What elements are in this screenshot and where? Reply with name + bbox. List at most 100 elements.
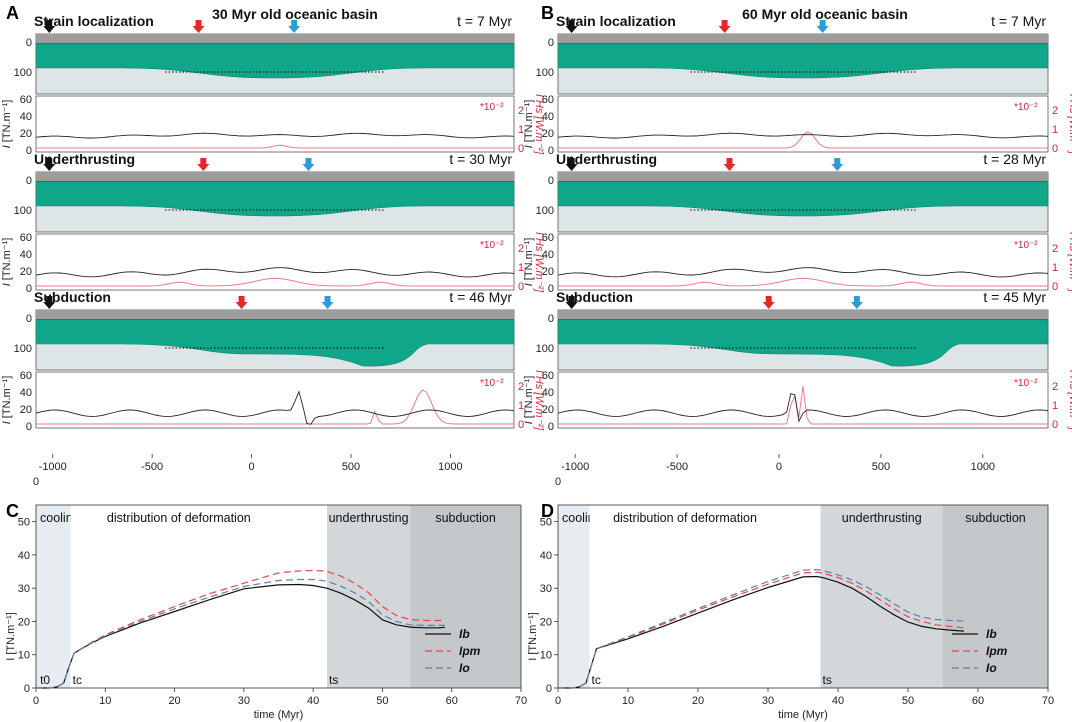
y-tick-label: 40 [18, 550, 30, 562]
x-tick-label: 30 [238, 695, 250, 707]
x-tick-label: 60 [446, 695, 458, 707]
depth-tick: 100 [14, 205, 32, 217]
heat-axis-label: I Hs [W.m⁻²] [533, 370, 545, 431]
legend-label: Ipm [459, 644, 481, 658]
force-tick: 0 [548, 145, 554, 157]
phase-band [36, 505, 71, 688]
heat-multiplier: *10⁻² [480, 378, 504, 389]
heat-curve [558, 277, 1048, 287]
force-tick: 20 [542, 128, 554, 140]
force-axis-label: I[TN.m⁻¹] [523, 238, 535, 287]
x-tick-label: 20 [168, 695, 180, 707]
stage-time: t = 28 Myr [983, 151, 1046, 167]
distance-tick-label: -1000 [39, 461, 67, 473]
phase-label: underthrusting [842, 511, 922, 525]
phase-label: underthrusting [329, 511, 409, 525]
heat-axis-label: I Hs [W.m⁻²] [533, 232, 545, 293]
time-marker-tc: tc [592, 673, 601, 687]
heat-tick: 2 [518, 381, 524, 393]
force-axis-label: I[TN.m⁻¹] [1, 100, 13, 149]
force-curve [557, 132, 1049, 139]
force-tick: 0 [548, 421, 554, 433]
depth-tick: 0 [26, 37, 32, 49]
depth-tick: 100 [14, 343, 32, 355]
heat-axis-label: I Hs [W.m⁻²] [533, 94, 545, 155]
ridge-arrow [831, 158, 844, 171]
force-tick: 60 [20, 370, 32, 382]
chart-c: cooling distribution of deformation undert… [5, 476, 527, 721]
phase-label: distribution of deformation [613, 511, 757, 525]
stage-name: Strain localization [34, 13, 154, 29]
stage-name: Strain localization [556, 13, 676, 29]
panel-a-title: 30 Myr old oceanic basin [212, 6, 378, 22]
model-row-a-1: Strain localization t = 7 Myr 0 100 0 20 40 60 0… [1, 13, 545, 157]
y-tick-label: 40 [540, 550, 552, 562]
distance-tick-label: 500 [342, 461, 360, 473]
left-boundary-arrow [43, 20, 56, 33]
legend-label: Ib [459, 627, 470, 641]
heat-axis-label: I Hs [W.m⁻²] [1067, 370, 1072, 431]
profile-box [35, 233, 515, 291]
x-tick-label: 0 [33, 695, 39, 707]
heat-curve [36, 389, 514, 425]
distance-tick-label: -500 [141, 461, 163, 473]
heat-curve [558, 385, 1048, 425]
time-marker-tc: tc [73, 673, 82, 687]
model-row-b-1: Strain localization t = 7 Myr 0 100 0 20 40 60 0… [523, 13, 1072, 157]
x-tick-label: 40 [832, 695, 844, 707]
model-row-a-3: Subduction t = 46 Myr 0 100 0 20 40 60 0 1 2 *10⁻² I… [1, 289, 545, 433]
heat-multiplier: *10⁻² [1014, 378, 1038, 389]
x-tick-label: 0 [555, 695, 561, 707]
chart-d: cooling distribution of deformation undert… [527, 476, 1054, 721]
force-tick: 0 [26, 145, 32, 157]
ridge-arrow [302, 158, 315, 171]
depth-tick: 100 [536, 205, 554, 217]
ridge-arrow [288, 20, 301, 33]
stage-time: t = 30 Myr [449, 151, 512, 167]
force-tick: 40 [20, 249, 32, 261]
heat-tick: 2 [1052, 381, 1058, 393]
phase-label: cooling [40, 511, 80, 525]
force-tick: 40 [542, 387, 554, 399]
y-tick-label: 10 [540, 650, 552, 662]
left-boundary-arrow [565, 296, 578, 309]
stage-time: t = 7 Myr [457, 13, 512, 29]
force-curve [557, 267, 1049, 278]
heat-curve [36, 144, 514, 149]
depth-tick: 0 [548, 175, 554, 187]
heat-tick: 0 [1052, 143, 1058, 155]
y-tick-label: 20 [540, 616, 552, 628]
time-marker-t0: t0 [40, 673, 50, 687]
force-tick: 0 [548, 283, 554, 295]
heat-tick: 1 [1052, 124, 1058, 136]
phase-label: subduction [965, 511, 1026, 525]
heat-tick: 0 [518, 419, 524, 431]
legend-label: Ib [986, 627, 997, 641]
heat-curve [36, 277, 514, 287]
heat-tick: 2 [1052, 105, 1058, 117]
x-tick-label: 20 [692, 695, 704, 707]
heat-tick: 0 [518, 281, 524, 293]
x-tick-label: 50 [376, 695, 388, 707]
distance-tick-label: 0 [776, 461, 782, 473]
force-tick: 60 [542, 94, 554, 106]
ridge-arrow [850, 296, 863, 309]
x-tick-label: 40 [307, 695, 319, 707]
crust-layer [36, 34, 514, 43]
distance-tick-label: 1000 [438, 461, 462, 473]
depth-tick: 0 [548, 313, 554, 325]
heat-tick: 1 [518, 400, 524, 412]
stage-time: t = 45 Myr [983, 289, 1046, 305]
force-tick: 20 [20, 128, 32, 140]
y-tick-label: 10 [18, 650, 30, 662]
force-axis-label: I[TN.m⁻¹] [1, 376, 13, 425]
phase-band [558, 505, 590, 688]
stage-time: t = 46 Myr [449, 289, 512, 305]
panel-b-title: 60 Myr old oceanic basin [742, 6, 908, 22]
x-axis-label: time (Myr) [254, 709, 304, 721]
series-line-io [36, 578, 445, 689]
force-curve [557, 393, 1049, 423]
depth-tick: 100 [536, 67, 554, 79]
force-axis-label: I[TN.m⁻¹] [523, 100, 535, 149]
force-tick: 60 [542, 232, 554, 244]
